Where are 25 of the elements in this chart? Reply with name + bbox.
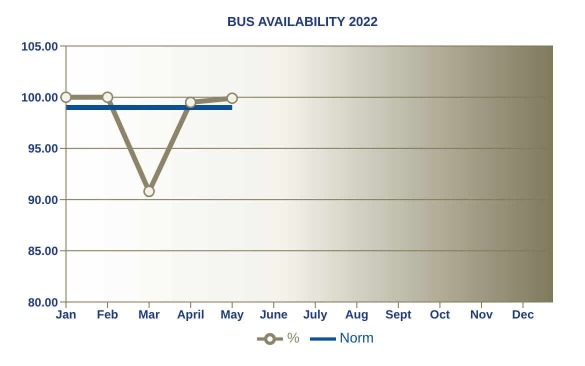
x-tick-label: June (260, 308, 288, 322)
point (226, 92, 238, 104)
x-tick-label: Dec (512, 308, 534, 322)
x-tick-label: Mar (138, 308, 160, 322)
y-tick-label: 80.00 (28, 295, 58, 310)
y-tick-label: 85.00 (28, 244, 58, 258)
x-tick-label: April (176, 308, 204, 322)
x-tick-label: Sept (385, 308, 412, 322)
legend-label: % (287, 330, 300, 346)
x-tick-label: Jan (56, 308, 76, 322)
point (143, 186, 155, 198)
x-tick-label: Nov (470, 308, 494, 322)
chart-title: BUS AVAILABILITY 2022 (226, 13, 379, 31)
y-tick-label: 90.00 (28, 192, 58, 207)
legend-label: Norm (340, 330, 374, 346)
x-tick-label: Feb (96, 308, 118, 322)
point (102, 91, 114, 103)
y-tick-label: 95.00 (28, 142, 58, 156)
point (184, 96, 196, 108)
y-tick-label: 105.00 (21, 39, 58, 54)
x-tick-label: Oct (430, 308, 450, 322)
y-tick-label: 100.00 (21, 90, 58, 104)
x-tick-label: Aug (345, 308, 368, 322)
x-tick-label: May (220, 308, 244, 322)
x-tick-label: July (303, 308, 328, 322)
